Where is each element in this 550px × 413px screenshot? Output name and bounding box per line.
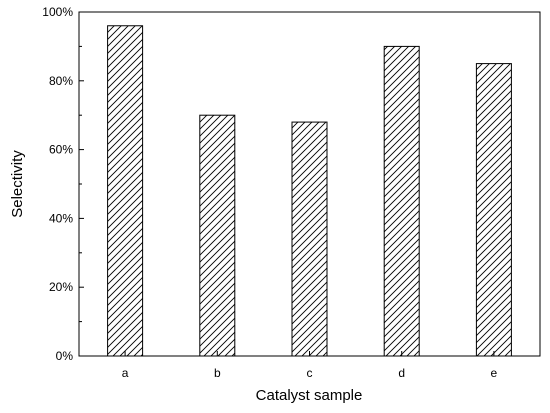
x-tick-label-b: b <box>214 366 221 380</box>
x-tick-label-a: a <box>122 366 129 380</box>
bar-c <box>291 121 328 357</box>
x-axis-title: Catalyst sample <box>256 387 363 404</box>
ticks-layer: 0% 20% 40% 60% 80% 100% a b c d e <box>42 5 497 380</box>
y-tick-label: 40% <box>49 211 73 225</box>
x-tick-label-e: e <box>491 366 498 380</box>
y-tick-label: 60% <box>49 143 73 157</box>
y-tick-label: 100% <box>42 5 73 19</box>
x-tick-label-d: d <box>398 366 405 380</box>
bar-b <box>199 114 236 357</box>
y-axis-title: Selectivity <box>9 150 26 218</box>
bar-e <box>475 63 512 357</box>
y-tick-label: 80% <box>49 74 73 88</box>
bars-layer <box>107 25 512 357</box>
y-tick-label: 20% <box>49 280 73 294</box>
y-tick-label: 0% <box>56 349 74 363</box>
bar-d <box>383 45 420 357</box>
bar-a <box>107 25 144 357</box>
x-tick-label-c: c <box>307 366 313 380</box>
